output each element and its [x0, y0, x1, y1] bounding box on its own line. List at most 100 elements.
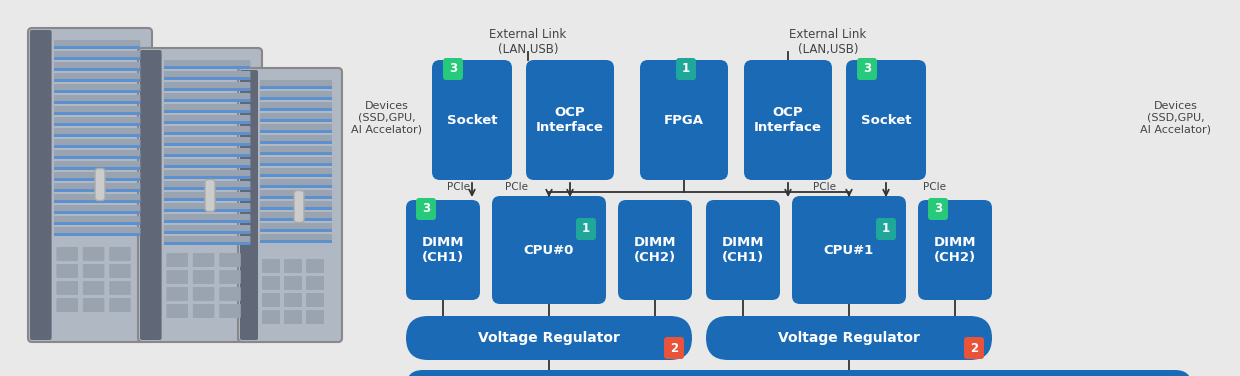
FancyBboxPatch shape [55, 205, 140, 214]
Text: 3: 3 [863, 62, 870, 76]
Text: 1: 1 [682, 62, 691, 76]
FancyBboxPatch shape [205, 179, 215, 211]
FancyBboxPatch shape [55, 211, 140, 214]
FancyBboxPatch shape [706, 200, 780, 300]
FancyBboxPatch shape [109, 247, 130, 261]
FancyBboxPatch shape [164, 143, 250, 146]
FancyBboxPatch shape [55, 40, 140, 49]
FancyBboxPatch shape [55, 134, 140, 136]
FancyBboxPatch shape [55, 62, 140, 71]
FancyBboxPatch shape [83, 281, 104, 295]
FancyBboxPatch shape [706, 316, 992, 360]
FancyBboxPatch shape [164, 192, 250, 201]
Text: PCIe: PCIe [923, 182, 946, 192]
FancyBboxPatch shape [164, 159, 250, 168]
FancyBboxPatch shape [55, 84, 140, 93]
FancyBboxPatch shape [164, 165, 250, 167]
FancyBboxPatch shape [284, 293, 303, 307]
FancyBboxPatch shape [241, 70, 258, 340]
FancyBboxPatch shape [963, 337, 985, 359]
Text: DIMM
(CH1): DIMM (CH1) [722, 236, 764, 264]
FancyBboxPatch shape [284, 259, 303, 273]
FancyBboxPatch shape [164, 66, 250, 68]
FancyBboxPatch shape [164, 214, 250, 223]
FancyBboxPatch shape [30, 30, 52, 340]
FancyBboxPatch shape [260, 141, 332, 144]
FancyBboxPatch shape [166, 287, 188, 301]
FancyBboxPatch shape [443, 58, 463, 80]
Text: PCIe: PCIe [446, 182, 470, 192]
FancyBboxPatch shape [262, 259, 280, 273]
FancyBboxPatch shape [55, 233, 140, 235]
FancyBboxPatch shape [55, 90, 140, 92]
FancyBboxPatch shape [260, 80, 332, 89]
FancyBboxPatch shape [260, 196, 332, 199]
FancyBboxPatch shape [164, 154, 250, 156]
FancyBboxPatch shape [306, 293, 324, 307]
FancyBboxPatch shape [432, 60, 512, 180]
FancyBboxPatch shape [55, 194, 140, 203]
FancyBboxPatch shape [55, 95, 140, 104]
FancyBboxPatch shape [140, 50, 161, 340]
FancyBboxPatch shape [164, 209, 250, 211]
FancyBboxPatch shape [55, 79, 140, 82]
FancyBboxPatch shape [164, 77, 250, 79]
FancyBboxPatch shape [676, 58, 696, 80]
FancyBboxPatch shape [260, 190, 332, 199]
FancyBboxPatch shape [56, 247, 78, 261]
FancyBboxPatch shape [260, 185, 332, 188]
FancyBboxPatch shape [262, 276, 280, 290]
FancyBboxPatch shape [55, 106, 140, 115]
FancyBboxPatch shape [166, 304, 188, 318]
FancyBboxPatch shape [56, 298, 78, 312]
FancyBboxPatch shape [55, 139, 140, 148]
FancyBboxPatch shape [55, 51, 140, 60]
FancyBboxPatch shape [260, 174, 332, 176]
FancyBboxPatch shape [164, 137, 250, 146]
FancyBboxPatch shape [294, 191, 304, 223]
FancyBboxPatch shape [29, 28, 153, 342]
FancyBboxPatch shape [164, 60, 250, 69]
FancyBboxPatch shape [164, 126, 250, 135]
FancyBboxPatch shape [164, 198, 250, 200]
FancyBboxPatch shape [306, 310, 324, 324]
Text: 3: 3 [449, 62, 458, 76]
FancyBboxPatch shape [260, 223, 332, 232]
FancyBboxPatch shape [164, 115, 250, 124]
Text: External Link
(LAN,USB): External Link (LAN,USB) [790, 28, 867, 56]
FancyBboxPatch shape [846, 60, 926, 180]
FancyBboxPatch shape [164, 176, 250, 179]
Text: Devices
(SSD,GPU,
AI Accelator): Devices (SSD,GPU, AI Accelator) [1140, 102, 1211, 135]
FancyBboxPatch shape [219, 304, 241, 318]
FancyBboxPatch shape [55, 156, 140, 159]
FancyBboxPatch shape [260, 168, 332, 177]
FancyBboxPatch shape [306, 259, 324, 273]
FancyBboxPatch shape [219, 287, 241, 301]
FancyBboxPatch shape [83, 247, 104, 261]
FancyBboxPatch shape [55, 227, 140, 236]
FancyBboxPatch shape [55, 167, 140, 170]
FancyBboxPatch shape [55, 128, 140, 137]
Text: 2: 2 [670, 341, 678, 355]
FancyBboxPatch shape [192, 270, 215, 284]
FancyBboxPatch shape [164, 170, 250, 179]
FancyBboxPatch shape [405, 370, 1192, 376]
FancyBboxPatch shape [164, 220, 250, 223]
Text: Devices
(SSD,GPU,
AI Accelator): Devices (SSD,GPU, AI Accelator) [351, 102, 422, 135]
FancyBboxPatch shape [56, 264, 78, 278]
Text: DIMM
(CH2): DIMM (CH2) [634, 236, 676, 264]
FancyBboxPatch shape [55, 57, 140, 59]
FancyBboxPatch shape [56, 281, 78, 295]
Text: PCIe: PCIe [813, 182, 836, 192]
FancyBboxPatch shape [260, 113, 332, 122]
FancyBboxPatch shape [55, 216, 140, 225]
FancyBboxPatch shape [55, 150, 140, 159]
FancyBboxPatch shape [260, 135, 332, 144]
FancyBboxPatch shape [55, 145, 140, 147]
FancyBboxPatch shape [857, 58, 877, 80]
FancyBboxPatch shape [875, 218, 897, 240]
FancyBboxPatch shape [164, 236, 250, 245]
FancyBboxPatch shape [260, 207, 332, 209]
Text: PCIe: PCIe [505, 182, 528, 192]
FancyBboxPatch shape [164, 88, 250, 91]
